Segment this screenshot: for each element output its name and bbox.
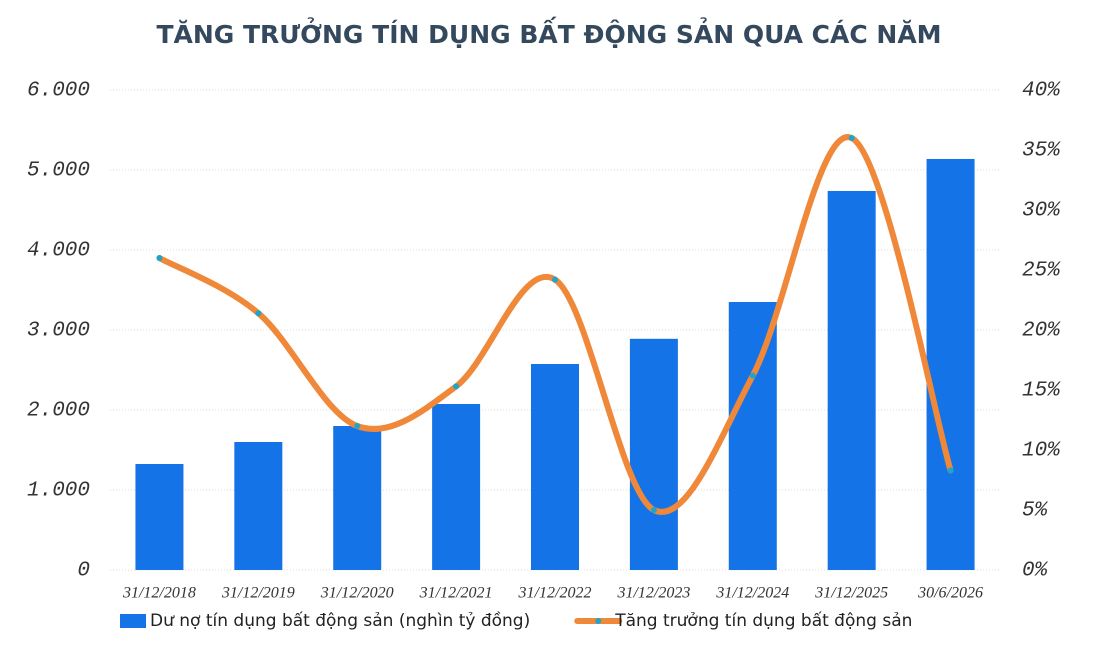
y-tick-label: 6.000 <box>27 80 90 103</box>
bar <box>333 426 382 570</box>
chart-title: TĂNG TRƯỞNG TÍN DỤNG BẤT ĐỘNG SẢN QUA CÁ… <box>156 16 941 49</box>
y2-tick-label: 10% <box>1022 440 1061 463</box>
line-marker <box>453 383 460 390</box>
x-tick-label: 31/12/2019 <box>221 585 295 602</box>
x-tick-label: 30/6/2026 <box>917 585 983 602</box>
y-tick-label: 2.000 <box>27 400 90 423</box>
line-marker <box>552 276 558 283</box>
line-marker <box>255 310 262 317</box>
y2-tick-label: 20% <box>1022 320 1061 343</box>
line-marker <box>947 467 954 474</box>
x-tick-label: 31/12/2024 <box>715 585 789 602</box>
y-tick-label: 1.000 <box>27 480 90 503</box>
y2-tick-label: 25% <box>1022 260 1061 283</box>
line-marker <box>848 135 855 141</box>
y2-tick-label: 30% <box>1022 200 1061 223</box>
y2-tick-label: 5% <box>1022 500 1049 523</box>
x-tick-label: 31/12/2023 <box>616 585 690 602</box>
y-tick-label: 4.000 <box>27 240 90 263</box>
line-marker <box>749 372 756 379</box>
bar <box>827 190 876 570</box>
bar <box>531 364 579 570</box>
y2-tick-label: 0% <box>1022 560 1049 583</box>
bar <box>629 338 678 570</box>
x-tick-label: 31/12/2022 <box>518 585 592 602</box>
legend-label: Tăng trưởng tín dụng bất động sản <box>614 610 912 631</box>
line-marker <box>156 255 163 261</box>
bar <box>135 464 184 570</box>
legend-swatch <box>120 614 146 628</box>
x-tick-label: 31/12/2025 <box>814 585 888 602</box>
y2-tick-label: 15% <box>1022 380 1061 403</box>
y-tick-label: 5.000 <box>27 160 90 183</box>
bar <box>432 404 481 570</box>
y-tick-label: 0 <box>77 560 90 583</box>
bar <box>926 158 975 570</box>
legend-marker <box>595 618 602 624</box>
x-tick-label: 31/12/2018 <box>122 585 196 602</box>
y-tick-label: 3.000 <box>27 320 90 343</box>
legend-label: Dư nợ tín dụng bất động sản (nghìn tỷ đồ… <box>150 610 530 631</box>
bar <box>234 442 283 570</box>
line-marker <box>650 507 657 513</box>
y2-tick-label: 35% <box>1022 140 1061 163</box>
x-tick-label: 31/12/2020 <box>320 585 394 602</box>
bar <box>728 302 777 570</box>
x-tick-label: 31/12/2021 <box>419 585 493 602</box>
y2-tick-label: 40% <box>1022 80 1061 103</box>
line-marker <box>354 423 361 429</box>
